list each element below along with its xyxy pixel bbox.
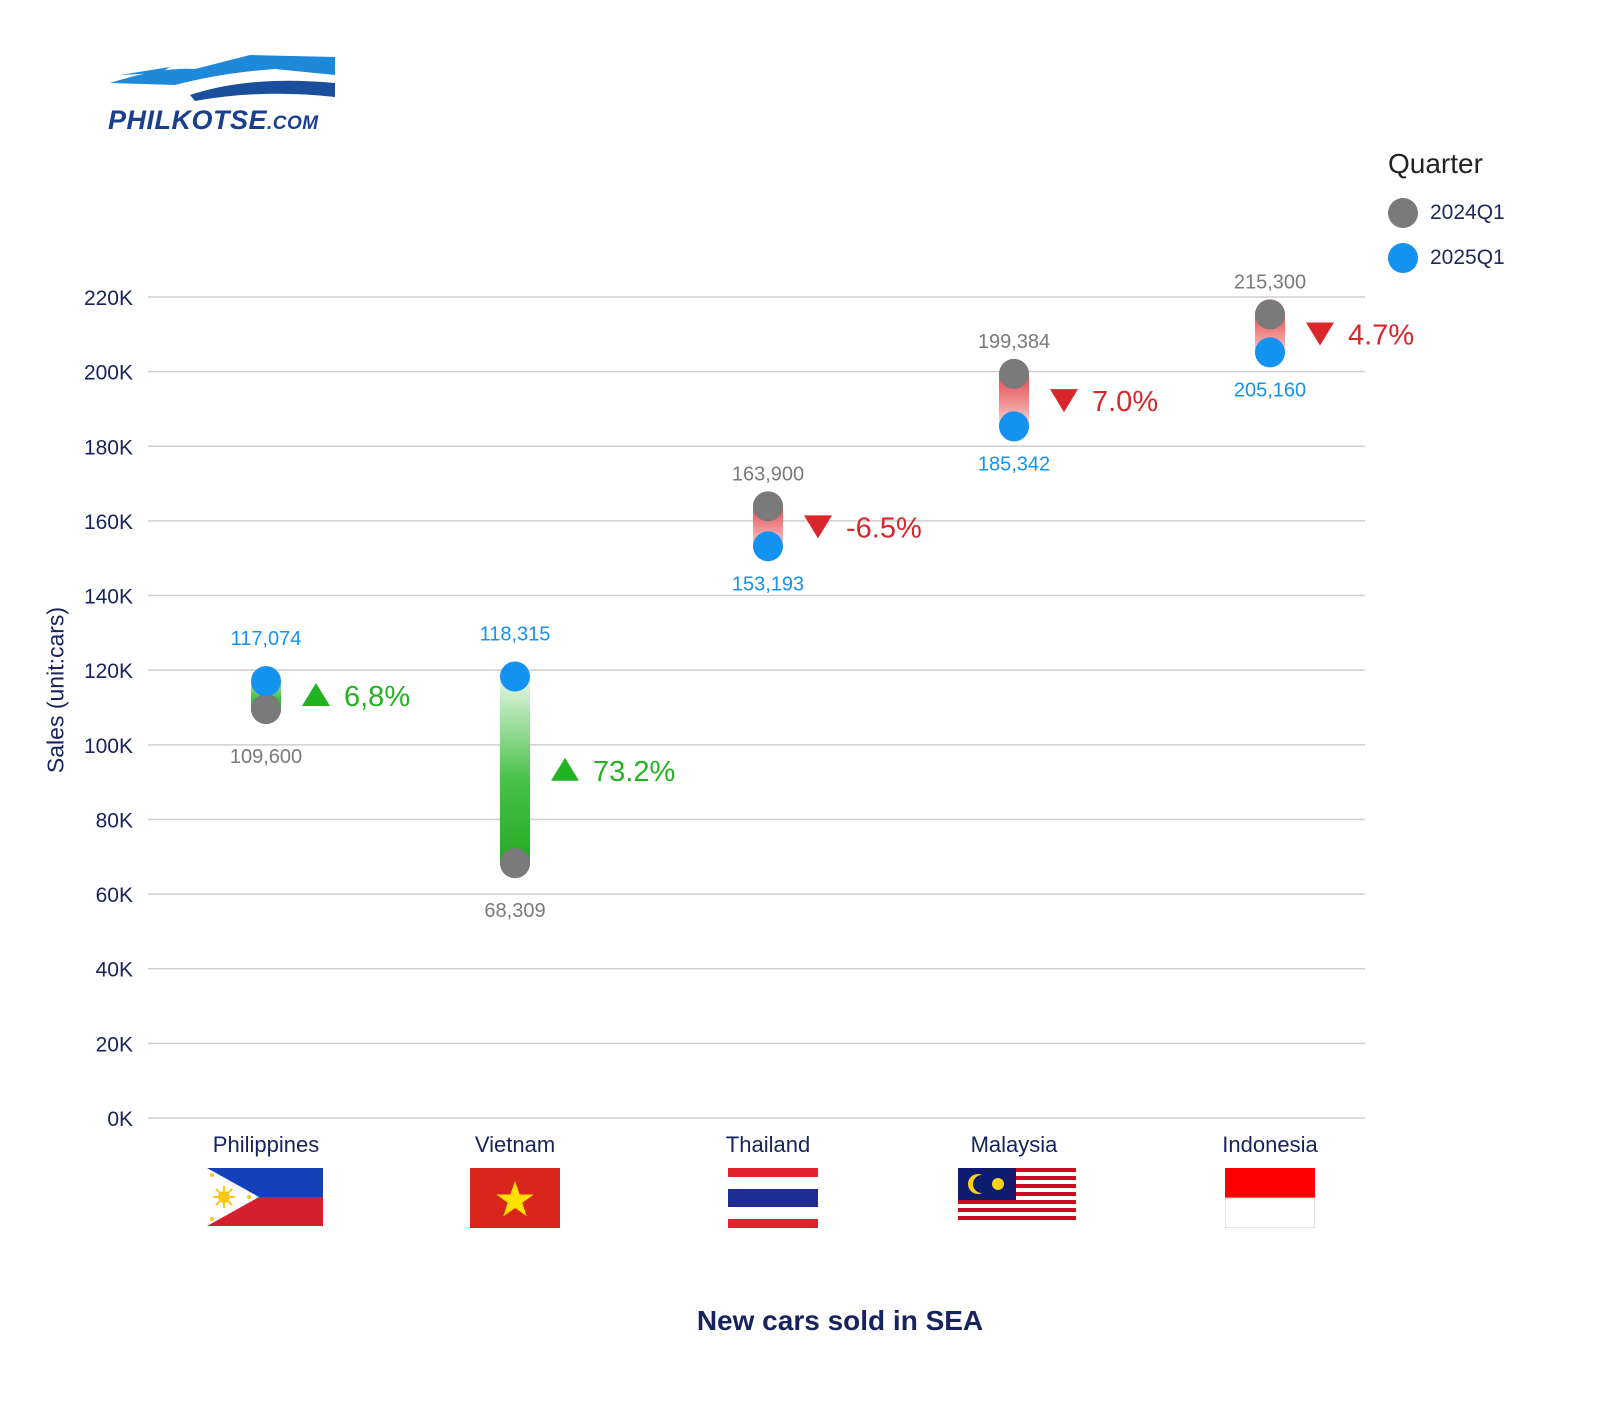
y-tick-label: 60K <box>96 884 133 907</box>
philippines-flag <box>207 1168 323 1226</box>
chart-marks: 109,600 117,074 6,8% 68,309 118,315 73.2% 163,… <box>230 272 1414 923</box>
data-label-2025q1: 117,074 <box>231 628 302 650</box>
legend-title: Quarter <box>1388 148 1483 179</box>
y-tick-label: 20K <box>96 1033 133 1056</box>
country-label-thailand: Thailand <box>725 1132 811 1157</box>
point-2024q1 <box>999 358 1029 389</box>
y-axis-label: Sales (unit:cars) <box>42 606 69 774</box>
logo-wordmark: PHILKOTSE.COM <box>108 105 319 135</box>
legend-swatch-2025q1 <box>1388 242 1418 273</box>
data-label-2024q1: 68,309 <box>484 900 545 922</box>
y-tick-label: 0K <box>107 1108 133 1131</box>
grid-lines <box>148 296 1365 1119</box>
legend-swatch-2024q1 <box>1388 197 1418 228</box>
y-tick-label: 220K <box>84 287 133 310</box>
y-tick-label: 140K <box>84 586 133 609</box>
y-tick-label: 80K <box>96 809 133 832</box>
country-label-vietnam: Vietnam <box>474 1132 556 1157</box>
indonesia-flag <box>1225 1168 1315 1228</box>
down-arrow-icon <box>1306 322 1334 346</box>
data-label-2025q1: 153,193 <box>732 573 804 595</box>
y-tick-label: 160K <box>84 511 133 534</box>
thailand-flag <box>728 1168 818 1228</box>
point-2024q1 <box>1255 299 1285 330</box>
legend-item-2025q1: 2025Q1 <box>1388 235 1505 280</box>
y-axis-ticks: 0K 20K 40K 60K 80K 100K 120K 140K 160K 180K 200K 22… <box>84 287 133 1131</box>
data-label-2024q1: 215,300 <box>1234 272 1306 294</box>
point-2025q1 <box>500 661 530 692</box>
vietnam-flag <box>470 1168 560 1228</box>
change-label: 73.2% <box>593 756 675 788</box>
legend-label: 2025Q1 <box>1430 245 1505 269</box>
point-2025q1 <box>251 666 281 697</box>
up-arrow-icon <box>302 683 330 707</box>
point-2024q1 <box>500 848 530 879</box>
down-arrow-icon <box>804 515 832 539</box>
data-label-2025q1: 118,315 <box>480 623 551 645</box>
legend-label: 2024Q1 <box>1430 200 1505 224</box>
dumbbell-bar <box>500 661 530 879</box>
point-2025q1 <box>753 531 783 562</box>
philkotse-logo: PHILKOTSE.COM <box>100 45 360 140</box>
down-arrow-icon <box>1050 389 1078 413</box>
chart-title: New cars sold in SEA <box>696 1305 984 1336</box>
point-2025q1 <box>999 411 1029 442</box>
change-label: 6,8% <box>344 681 410 713</box>
change-label: -6.5% <box>846 512 922 544</box>
up-arrow-icon <box>551 757 579 781</box>
point-2025q1 <box>1255 337 1285 368</box>
legend: Quarter 2024Q1 2025Q1 <box>1388 148 1505 280</box>
country-label-malaysia: Malaysia <box>970 1132 1058 1157</box>
data-label-2024q1: 163,900 <box>732 463 804 485</box>
y-tick-label: 200K <box>84 362 133 385</box>
point-2024q1 <box>251 693 281 724</box>
country-label-philippines: Philippines <box>212 1132 320 1157</box>
data-label-2024q1: 199,384 <box>978 331 1050 353</box>
data-label-2024q1: 109,600 <box>230 746 302 768</box>
legend-item-2024q1: 2024Q1 <box>1388 190 1505 235</box>
change-label: 7.0% <box>1092 386 1158 418</box>
change-label: 4.7% <box>1348 319 1414 351</box>
car-silhouette-icon <box>110 55 335 101</box>
y-tick-label: 120K <box>84 660 133 683</box>
data-label-2025q1: 205,160 <box>1234 379 1306 401</box>
point-2024q1 <box>753 491 783 522</box>
country-label-indonesia: Indonesia <box>1222 1132 1318 1157</box>
y-tick-label: 100K <box>84 735 133 758</box>
y-tick-label: 180K <box>84 436 133 459</box>
malaysia-flag <box>958 1168 1076 1224</box>
y-tick-label: 40K <box>96 959 133 982</box>
data-label-2025q1: 185,342 <box>978 453 1050 475</box>
